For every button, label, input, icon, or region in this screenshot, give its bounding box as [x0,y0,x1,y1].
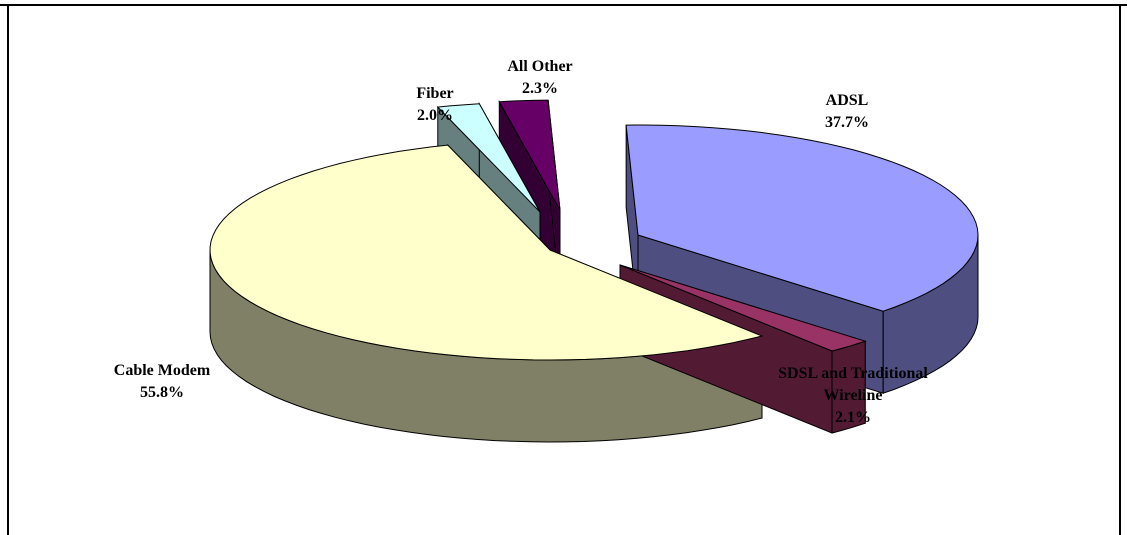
value-label-adsl: 37.7% [825,114,869,131]
slice-all-other [498,99,561,211]
data-label-adsl: ADSL 37.7% [825,92,869,131]
slice-tops [209,99,979,361]
slice-adsl [625,124,979,312]
category-label-sdsl-and-traditional-wireline: Wireline [824,387,883,404]
value-label-all-other: 2.3% [522,80,558,97]
data-label-sdsl-and-traditional-wireline: SDSL and Traditional Wireline 2.1% [778,365,928,426]
category-label-sdsl-and-traditional-wireline: SDSL and Traditional [778,365,928,382]
slice-cable-modem [209,144,764,361]
slice-fiber [436,103,541,213]
category-label-fiber: Fiber [416,85,453,102]
category-label-adsl: ADSL [826,92,869,109]
category-label-cable-modem: Cable Modem [114,362,211,379]
data-label-all-other: All Other 2.3% [507,58,572,97]
value-label-cable-modem: 55.8% [140,384,184,401]
category-label-all-other: All Other [507,58,572,75]
value-label-fiber: 2.0% [417,107,453,124]
data-label-cable-modem: Cable Modem 55.8% [114,362,211,401]
value-label-sdsl-and-traditional-wireline: 2.1% [835,409,871,426]
slice-sdsl-and-traditional-wireline [619,264,867,352]
slice-labels: ADSL 37.7% SDSL and Traditional Wireline 2.1… [114,58,929,426]
data-label-fiber: Fiber 2.0% [416,85,453,124]
